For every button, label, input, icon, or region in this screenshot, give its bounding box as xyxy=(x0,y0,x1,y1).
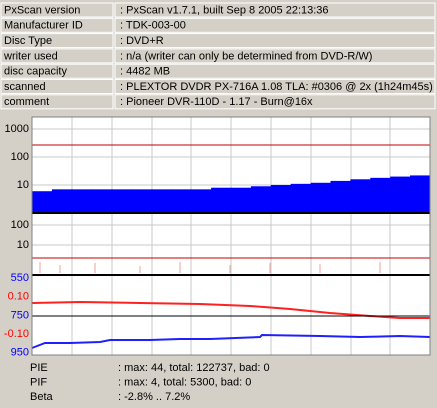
summary-value: : max: 4, total: 5300, bad: 0 xyxy=(118,376,251,388)
beta-tick-label: 950 xyxy=(11,347,29,359)
summary-label: Beta xyxy=(30,391,54,403)
pie-bar xyxy=(111,189,132,212)
info-value: : PLEXTOR DVDR PX-716A 1.08 TLA: #0306 @… xyxy=(120,81,433,93)
pif-tick-label: 100 xyxy=(11,219,29,231)
label-cell xyxy=(0,79,114,94)
pie-bar xyxy=(131,189,152,212)
label-cell xyxy=(0,94,114,110)
pie-bar xyxy=(231,187,252,212)
pie-bar xyxy=(191,189,212,212)
value-cell xyxy=(114,63,436,79)
pie-tick-label: 100 xyxy=(11,151,29,163)
pie-bar xyxy=(71,189,93,212)
summary-label: PIF xyxy=(30,376,47,388)
info-value: : DVD+R xyxy=(120,35,164,47)
info-label: Manufacturer ID xyxy=(4,20,83,32)
pie-bar xyxy=(211,187,232,212)
value-cell xyxy=(114,33,436,49)
pie-bar xyxy=(410,175,431,212)
pie-tick-label: 1000 xyxy=(5,123,29,135)
pie-bar xyxy=(32,191,53,212)
beta-tick-label: 0.10 xyxy=(8,291,29,303)
info-label: disc capacity xyxy=(4,66,67,78)
info-value: : n/a (writer can only be determined fro… xyxy=(120,50,372,62)
summary-label: PIE xyxy=(30,362,48,374)
beta-tick-label: -0.10 xyxy=(4,328,29,340)
label-cell xyxy=(0,63,114,79)
pie-tick-label: 10 xyxy=(17,179,29,191)
label-cell xyxy=(0,33,114,49)
info-value: : TDK-003-00 xyxy=(120,20,186,32)
pif-spikes xyxy=(39,262,381,273)
pie-bar xyxy=(370,177,391,212)
beta-tick-label: 750 xyxy=(11,309,29,321)
beta-line xyxy=(31,300,430,319)
pie-bar xyxy=(171,189,192,212)
value-cell xyxy=(114,79,436,94)
label-cell xyxy=(0,2,114,18)
label-cell xyxy=(0,17,114,33)
summary-value: : -2.8% .. 7.2% xyxy=(118,391,190,403)
pie-bar xyxy=(270,185,292,212)
pie-bar xyxy=(390,176,411,212)
info-label: PxScan version xyxy=(4,4,80,16)
info-label: scanned xyxy=(4,81,46,93)
info-label: writer used xyxy=(3,50,58,62)
plot-border xyxy=(31,116,431,356)
pie-bar xyxy=(151,189,172,212)
pie-bar xyxy=(350,179,371,212)
info-label: comment xyxy=(4,96,49,108)
pie-bar xyxy=(290,183,312,212)
value-cell xyxy=(114,94,436,110)
pif-tick-label: 10 xyxy=(17,239,29,251)
pie-bar xyxy=(310,182,331,212)
summary-value: : max: 44, total: 122737, bad: 0 xyxy=(118,362,270,374)
value-cell xyxy=(114,48,436,64)
info-value: : Pioneer DVR-110D - 1.17 - Burn@16x xyxy=(120,96,313,108)
label-cell xyxy=(0,48,114,64)
info-value: : 4482 MB xyxy=(120,66,170,78)
jitter-line xyxy=(31,333,431,349)
pie-bar xyxy=(91,189,113,212)
pie-bar xyxy=(330,180,351,212)
pie-bar xyxy=(51,189,73,212)
pie-bar xyxy=(250,186,272,212)
beta-tick-label: 550 xyxy=(11,272,29,284)
info-value: : PxScan v1.7.1, built Sep 8 2005 22:13:… xyxy=(120,4,329,16)
value-cell xyxy=(114,2,436,18)
value-cell xyxy=(114,17,436,33)
info-label: Disc Type xyxy=(4,35,52,47)
